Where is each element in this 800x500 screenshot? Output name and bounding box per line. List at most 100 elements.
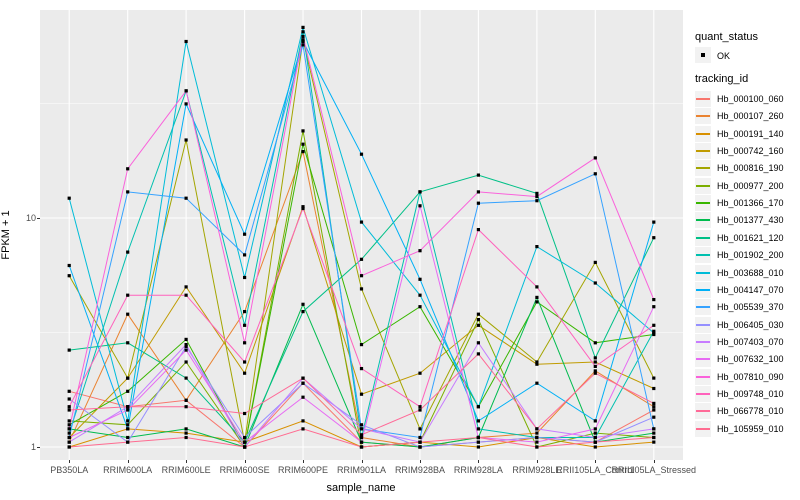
data-point [593,356,597,360]
data-point [243,310,247,314]
data-point [184,39,188,44]
data-point [359,367,364,371]
data-point [301,30,305,34]
legend-line-icon [696,271,710,274]
data-point [535,381,539,385]
x-tick-label-RRIM600PE: RRIM600PE [278,465,329,475]
data-point [243,371,247,375]
data-point [301,427,305,431]
legend-item-label: Hb_000191_140 [717,128,784,139]
data-point [593,260,597,264]
data-point [359,440,364,444]
legend-item-Hb_000977_200: Hb_000977_200 [695,177,800,195]
data-point [593,419,597,423]
x-tick-mark [536,460,538,463]
legend-item-Hb_001366_170: Hb_001366_170 [695,195,800,212]
data-point [418,405,422,409]
legend-key-swatch [695,281,711,298]
data-point [126,293,130,297]
data-point [67,405,71,409]
data-point [67,196,71,200]
data-point [184,431,188,435]
data-point [126,419,130,423]
legend-line-icon [696,392,710,395]
legend-title-quant-status: quant_status [695,31,758,43]
legend-key-swatch [695,403,711,420]
legend-item-label: Hb_000100_060 [717,94,784,104]
data-point [359,343,364,347]
legend-item-Hb_105959_010: Hb_105959_010 [695,420,800,438]
data-point [126,427,130,431]
data-point [126,341,130,345]
data-point [476,341,480,345]
legend-item-label: Hb_003688_010 [717,267,784,278]
data-point [359,152,364,156]
data-point [652,435,656,440]
data-point [301,25,305,29]
data-point [652,386,656,391]
legend-item-label: Hb_000107_260 [717,111,784,122]
y-tick-label: 10 [25,212,36,223]
data-point [243,440,247,444]
data-point [184,343,188,347]
data-point [67,445,71,449]
data-point [652,415,656,419]
data-point [652,431,656,435]
legend-key-swatch [695,264,711,281]
x-tick-label-RRIM600LE: RRIM600LE [161,465,211,475]
data-point [418,277,422,281]
data-point [593,371,597,375]
legend-line-icon [696,410,710,413]
data-point [476,427,480,431]
data-point [184,435,188,440]
legend-line-icon [696,115,710,118]
data-point [184,376,188,380]
y-tick-mark [37,447,40,448]
data-point [593,445,597,449]
legend-label-ok: OK [717,51,731,61]
legend-key-swatch [695,160,711,177]
data-point [67,348,71,352]
data-point [126,423,130,427]
data-point [593,281,597,285]
data-point [243,445,247,449]
legend-line-icon [696,202,710,205]
data-point [652,408,656,412]
data-point [126,408,130,412]
legend-item-Hb_001377_430: Hb_001377_430 [695,212,800,229]
data-point [535,435,539,440]
y-tick-label: 1 [30,441,36,452]
data-point [359,445,364,449]
data-point [243,411,247,416]
data-point [652,427,656,431]
x-tick-mark [653,460,655,463]
data-point [243,435,247,440]
legend-item-Hb_000816_190: Hb_000816_190 [695,160,800,177]
legend-item-Hb_066778_010: Hb_066778_010 [695,403,800,420]
x-tick-label-RRIM600LA: RRIM600LA [103,465,153,475]
data-point [535,199,539,203]
data-point [535,191,539,195]
legend-item-Hb_009748_010: Hb_009748_010 [695,385,800,403]
legend-item-label: Hb_066778_010 [717,406,784,417]
data-point [359,257,364,261]
data-point [126,312,130,316]
legend-line-icon [696,98,710,100]
data-point [301,38,305,42]
data-point [476,173,480,177]
legend-line-icon [696,340,710,343]
legend-key-swatch [695,333,711,350]
data-point [535,300,539,304]
legend-item-label: Hb_009748_010 [717,388,784,399]
legend-title-tracking-id: tracking_id [695,73,749,85]
y-tick-mark [37,218,40,219]
legend-key-swatch [695,108,711,125]
data-point [184,89,188,93]
legend-line-icon [696,306,710,309]
data-point [476,440,480,444]
data-point [243,323,247,327]
data-point [476,201,480,205]
data-point [418,445,422,449]
data-point [243,275,247,280]
legend-item-label: Hb_001366_170 [717,198,784,209]
